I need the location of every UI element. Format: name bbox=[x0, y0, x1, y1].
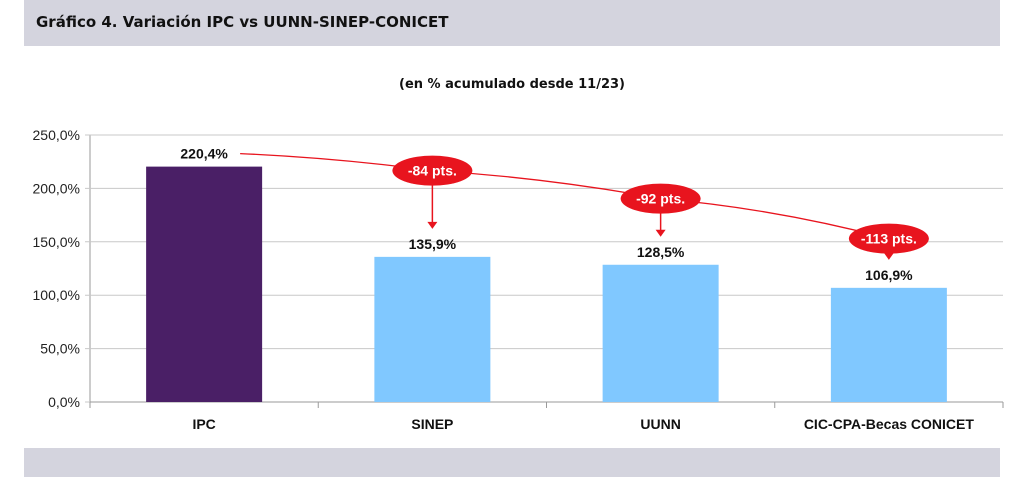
annotation-bubble bbox=[392, 155, 473, 186]
annotation-label: -113 pts. bbox=[861, 231, 917, 247]
footer-band bbox=[24, 448, 1000, 477]
arrow-head bbox=[655, 229, 666, 237]
value-labels: 220,4% 135,9% 128,5% 106,9% bbox=[180, 146, 913, 283]
y-tick-label: 0,0% bbox=[48, 394, 80, 410]
bar-ipc bbox=[146, 166, 263, 402]
annotation-label: -84 pts. bbox=[408, 163, 457, 179]
trend-connector bbox=[240, 152, 890, 240]
y-tick-label: 50,0% bbox=[40, 341, 80, 357]
y-tick-label: 200,0% bbox=[33, 180, 80, 196]
value-label: 220,4% bbox=[180, 146, 228, 162]
category-labels: IPC SINEP UUNN CIC-CPA-Becas CONICET bbox=[192, 416, 974, 432]
chart-subtitle: (en % acumulado desde 11/23) bbox=[399, 77, 625, 92]
arrow-head bbox=[883, 252, 894, 260]
category-label: UUNN bbox=[640, 416, 680, 432]
value-label: 128,5% bbox=[637, 244, 685, 260]
category-label: IPC bbox=[192, 416, 215, 432]
difference-annotations: -84 pts. -92 pts. -113 pts. bbox=[240, 152, 929, 260]
title-band: Gráfico 4. Variación IPC vs UUNN-SINEP-C… bbox=[24, 0, 1000, 46]
bar-uunn bbox=[602, 264, 719, 402]
annotation-bubble bbox=[848, 223, 929, 254]
bar-cic-cpa-becas-conicet bbox=[830, 287, 947, 402]
arrow-head bbox=[427, 221, 438, 229]
annotation-label: -92 pts. bbox=[636, 191, 685, 207]
y-axis-ticks: 0,0% 50,0% 100,0% 150,0% 200,0% 250,0% bbox=[33, 127, 80, 410]
value-label: 135,9% bbox=[409, 236, 457, 252]
annotation-bubble bbox=[620, 183, 701, 214]
category-label: SINEP bbox=[411, 416, 453, 432]
chart-title: Gráfico 4. Variación IPC vs UUNN-SINEP-C… bbox=[36, 13, 449, 31]
bar-sinep bbox=[374, 256, 491, 402]
value-label: 106,9% bbox=[865, 267, 913, 283]
bars bbox=[146, 166, 947, 402]
y-tick-label: 250,0% bbox=[33, 127, 80, 143]
category-label: CIC-CPA-Becas CONICET bbox=[804, 416, 975, 432]
y-tick-label: 100,0% bbox=[33, 287, 80, 303]
y-tick-label: 150,0% bbox=[33, 234, 80, 250]
